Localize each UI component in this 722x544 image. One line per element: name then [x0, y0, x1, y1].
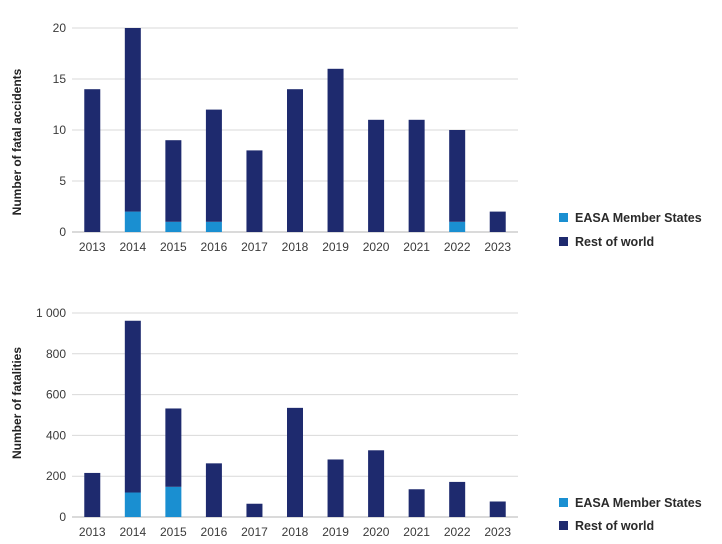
y-tick-label: 200	[46, 469, 66, 483]
legend-swatch-rest	[559, 521, 568, 530]
bar-rest-2020	[368, 450, 385, 517]
x-tick-label: 2017	[241, 525, 268, 539]
x-tick-label: 2013	[79, 240, 106, 254]
x-tick-label: 2018	[282, 525, 309, 539]
x-tick-label: 2017	[241, 240, 268, 254]
legend-label-easa: EASA Member States	[575, 211, 702, 225]
bar-rest-2019	[327, 459, 344, 517]
bar-easa-2016	[205, 221, 222, 232]
x-tick-label: 2023	[484, 525, 511, 539]
legend-label-rest: Rest of world	[575, 519, 654, 533]
bar-easa-2015	[165, 486, 182, 517]
bar-rest-2013	[84, 472, 101, 517]
y-tick-label: 15	[53, 72, 67, 86]
x-tick-label: 2015	[160, 240, 187, 254]
bar-rest-2015	[165, 140, 182, 222]
y-tick-label: 10	[53, 123, 67, 137]
y-tick-label: 600	[46, 388, 66, 402]
x-tick-label: 2020	[363, 525, 390, 539]
legend-label-rest: Rest of world	[575, 235, 654, 249]
legend-swatch-rest	[559, 237, 568, 246]
x-tick-label: 2016	[201, 525, 228, 539]
x-tick-label: 2019	[322, 525, 349, 539]
x-tick-label: 2014	[119, 525, 146, 539]
legend: EASA Member States Rest of world	[559, 211, 702, 249]
y-tick-label: 400	[46, 428, 66, 442]
x-tick-label: 2020	[363, 240, 390, 254]
bar-rest-2016	[205, 463, 222, 517]
bar-easa-2015	[165, 221, 182, 232]
x-tick-label: 2022	[444, 525, 471, 539]
y-tick-label: 5	[59, 174, 66, 188]
x-tick-label: 2016	[201, 240, 228, 254]
y-tick-label: 20	[53, 21, 67, 35]
legend-swatch-easa	[559, 213, 568, 222]
bar-rest-2014	[124, 320, 141, 493]
legend-swatch-easa	[559, 498, 568, 507]
bar-rest-2020	[368, 119, 385, 232]
bar-rest-2019	[327, 68, 344, 232]
bar-easa-2014	[124, 211, 141, 232]
bar-rest-2017	[246, 150, 263, 232]
bar-rest-2013	[84, 89, 101, 232]
bar-rest-2015	[165, 408, 182, 487]
x-tick-label: 2013	[79, 525, 106, 539]
bar-rest-2021	[408, 489, 425, 517]
y-tick-label: 0	[59, 510, 66, 524]
fatal-accidents-chart: Number of fatal accidents 0 5 10 15 20 2013 2…	[10, 21, 702, 254]
legend-label-easa: EASA Member States	[575, 496, 702, 510]
x-tick-label: 2022	[444, 240, 471, 254]
x-tick-label: 2018	[282, 240, 309, 254]
y-tick-label: 1 000	[36, 306, 66, 320]
bar-rest-2016	[205, 109, 222, 222]
bar-easa-2014	[124, 492, 141, 517]
bar-rest-2023	[489, 501, 506, 517]
y-axis-label: Number of fatal accidents	[10, 68, 24, 215]
x-tick-label: 2019	[322, 240, 349, 254]
legend: EASA Member States Rest of world	[559, 496, 702, 533]
x-tick-label: 2014	[119, 240, 146, 254]
bar-rest-2018	[287, 89, 303, 232]
x-tick-label: 2021	[403, 240, 430, 254]
bar-rest-2017	[246, 503, 263, 517]
bar-rest-2018	[287, 407, 303, 517]
bar-rest-2021	[408, 119, 425, 232]
bar-rest-2022	[449, 130, 466, 222]
bar-rest-2023	[489, 211, 506, 232]
bar-rest-2022	[449, 481, 466, 517]
x-tick-label: 2021	[403, 525, 430, 539]
bar-rest-2014	[124, 28, 141, 212]
bar-easa-2022	[449, 221, 466, 232]
y-tick-label: 800	[46, 347, 66, 361]
x-tick-label: 2023	[484, 240, 511, 254]
y-tick-label: 0	[59, 225, 66, 239]
y-axis-label: Number of fatalities	[10, 347, 24, 459]
x-tick-label: 2015	[160, 525, 187, 539]
